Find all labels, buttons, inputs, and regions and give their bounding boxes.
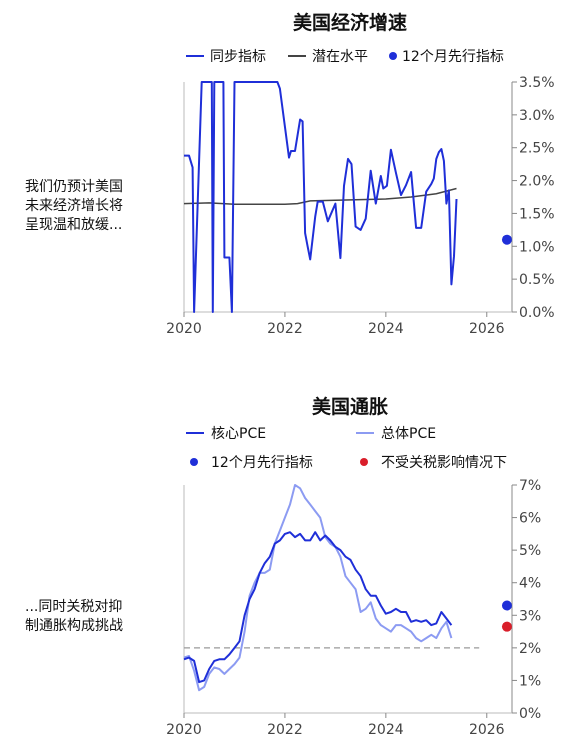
- x-tick-label: 2024: [368, 722, 404, 738]
- y-tick-label: 1%: [519, 673, 541, 689]
- x-tick-label: 2026: [469, 722, 505, 738]
- y-tick-label: 1.0%: [519, 239, 555, 255]
- x-tick-label: 2020: [166, 722, 202, 738]
- chart-1-plot: 3.5% 3.0% 2.5% 2.0% 1.5% 1.0% 0.5% 0.0% 2020 202…: [166, 75, 554, 337]
- core-pce-line: [183, 531, 453, 684]
- legend-no-tariff-label: 不受关税影响情况下: [381, 455, 507, 471]
- y-tick-label: 0.5%: [519, 272, 555, 288]
- lead-indicator-point: [501, 234, 512, 245]
- legend-lead-marker: [190, 458, 198, 466]
- chart-2-legend: 核心PCE 总体PCE 12个月先行指标 不受关税影响情况下: [186, 426, 507, 471]
- chart-1-title: 美国经济增速: [292, 12, 407, 34]
- chart-2-plot: 7% 6% 5% 4% 3% 2% 1% 0% 2020 2022 2024 2026: [166, 478, 541, 738]
- chart-2-note: ...同时关税对抑 制通胀构成挑战: [25, 599, 123, 634]
- headline-pce-line: [183, 484, 453, 692]
- legend-no-tariff-marker: [360, 458, 368, 466]
- y-tick-label: 2.5%: [519, 141, 555, 157]
- legend-headline-pce-label: 总体PCE: [381, 426, 436, 442]
- y-tick-label: 2%: [519, 641, 541, 657]
- legend-potential-label: 潜在水平: [312, 49, 368, 65]
- x-tick-label: 2022: [267, 321, 303, 337]
- y-tick-label: 0.0%: [519, 305, 555, 321]
- y-tick-label: 3.5%: [519, 75, 555, 91]
- y-tick-label: 4%: [519, 576, 541, 592]
- x-tick-label: 2020: [166, 321, 202, 337]
- legend-lead-marker: [389, 52, 397, 60]
- legend-lead-label: 12个月先行指标: [402, 49, 504, 65]
- legend-core-pce-label: 核心PCE: [211, 426, 266, 442]
- y-tick-label: 7%: [519, 478, 541, 494]
- y-tick-label: 3.0%: [519, 108, 555, 124]
- chart-1-svg: 同步指标 潜在水平 12个月先行指标 3.5% 3.0% 2.5% 2.0% 1.5% 1…: [166, 49, 554, 337]
- y-tick-label: 1.5%: [519, 206, 555, 222]
- legend-lead-label: 12个月先行指标: [211, 455, 313, 471]
- x-tick-label: 2024: [368, 321, 404, 337]
- y-tick-label: 2.0%: [519, 174, 555, 190]
- y-tick-label: 6%: [519, 511, 541, 527]
- chart-1-legend: 同步指标 潜在水平 12个月先行指标: [186, 49, 504, 65]
- y-tick-label: 3%: [519, 608, 541, 624]
- chart-1-note: 我们仍预计美国 未来经济增长将 呈现温和放缓...: [25, 179, 123, 233]
- no-tariff-point: [501, 621, 512, 632]
- lead-indicator-point: [501, 600, 512, 611]
- legend-sync-label: 同步指标: [210, 49, 266, 65]
- potential-growth-line: [183, 187, 457, 205]
- x-tick-label: 2026: [469, 321, 505, 337]
- chart-2-title: 美国通胀: [311, 396, 388, 418]
- x-tick-label: 2022: [267, 722, 303, 738]
- y-tick-label: 0%: [519, 706, 541, 722]
- sync-indicator-line: [184, 81, 458, 313]
- y-tick-label: 5%: [519, 543, 541, 559]
